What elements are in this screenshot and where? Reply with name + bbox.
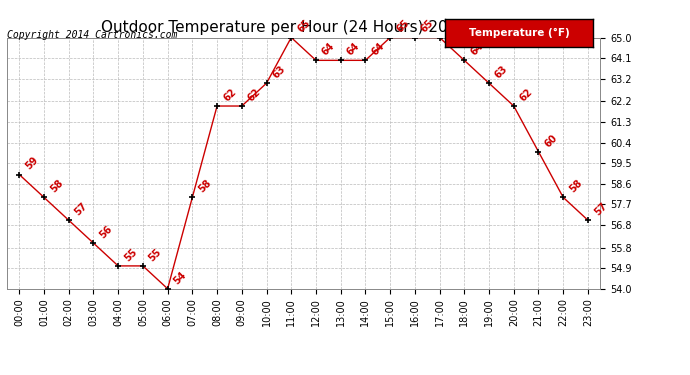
Text: 57: 57 [73,201,90,217]
Text: 55: 55 [122,246,139,263]
Text: 65: 65 [295,18,312,35]
Text: 58: 58 [197,178,213,195]
Text: 56: 56 [97,224,115,240]
Text: 57: 57 [592,201,609,217]
Text: Temperature (°F): Temperature (°F) [469,28,570,38]
Text: Copyright 2014 Cartronics.com: Copyright 2014 Cartronics.com [7,30,177,40]
Title: Outdoor Temperature per Hour (24 Hours) 20140522: Outdoor Temperature per Hour (24 Hours) … [101,20,506,35]
Text: 59: 59 [23,155,40,172]
Text: 65: 65 [444,18,460,35]
Text: 62: 62 [221,87,238,103]
Text: 65: 65 [394,18,411,35]
Text: 58: 58 [567,178,584,195]
Text: 62: 62 [246,87,263,103]
Text: 63: 63 [493,64,510,80]
Text: 65: 65 [419,18,435,35]
Text: 64: 64 [370,41,386,58]
Text: 55: 55 [147,246,164,263]
Text: 62: 62 [518,87,535,103]
Text: 64: 64 [345,41,362,58]
Text: 54: 54 [172,269,188,286]
Text: 63: 63 [270,64,287,80]
Text: 64: 64 [469,41,485,58]
Text: 64: 64 [320,41,337,58]
Text: 58: 58 [48,178,65,195]
Text: 60: 60 [542,132,560,149]
